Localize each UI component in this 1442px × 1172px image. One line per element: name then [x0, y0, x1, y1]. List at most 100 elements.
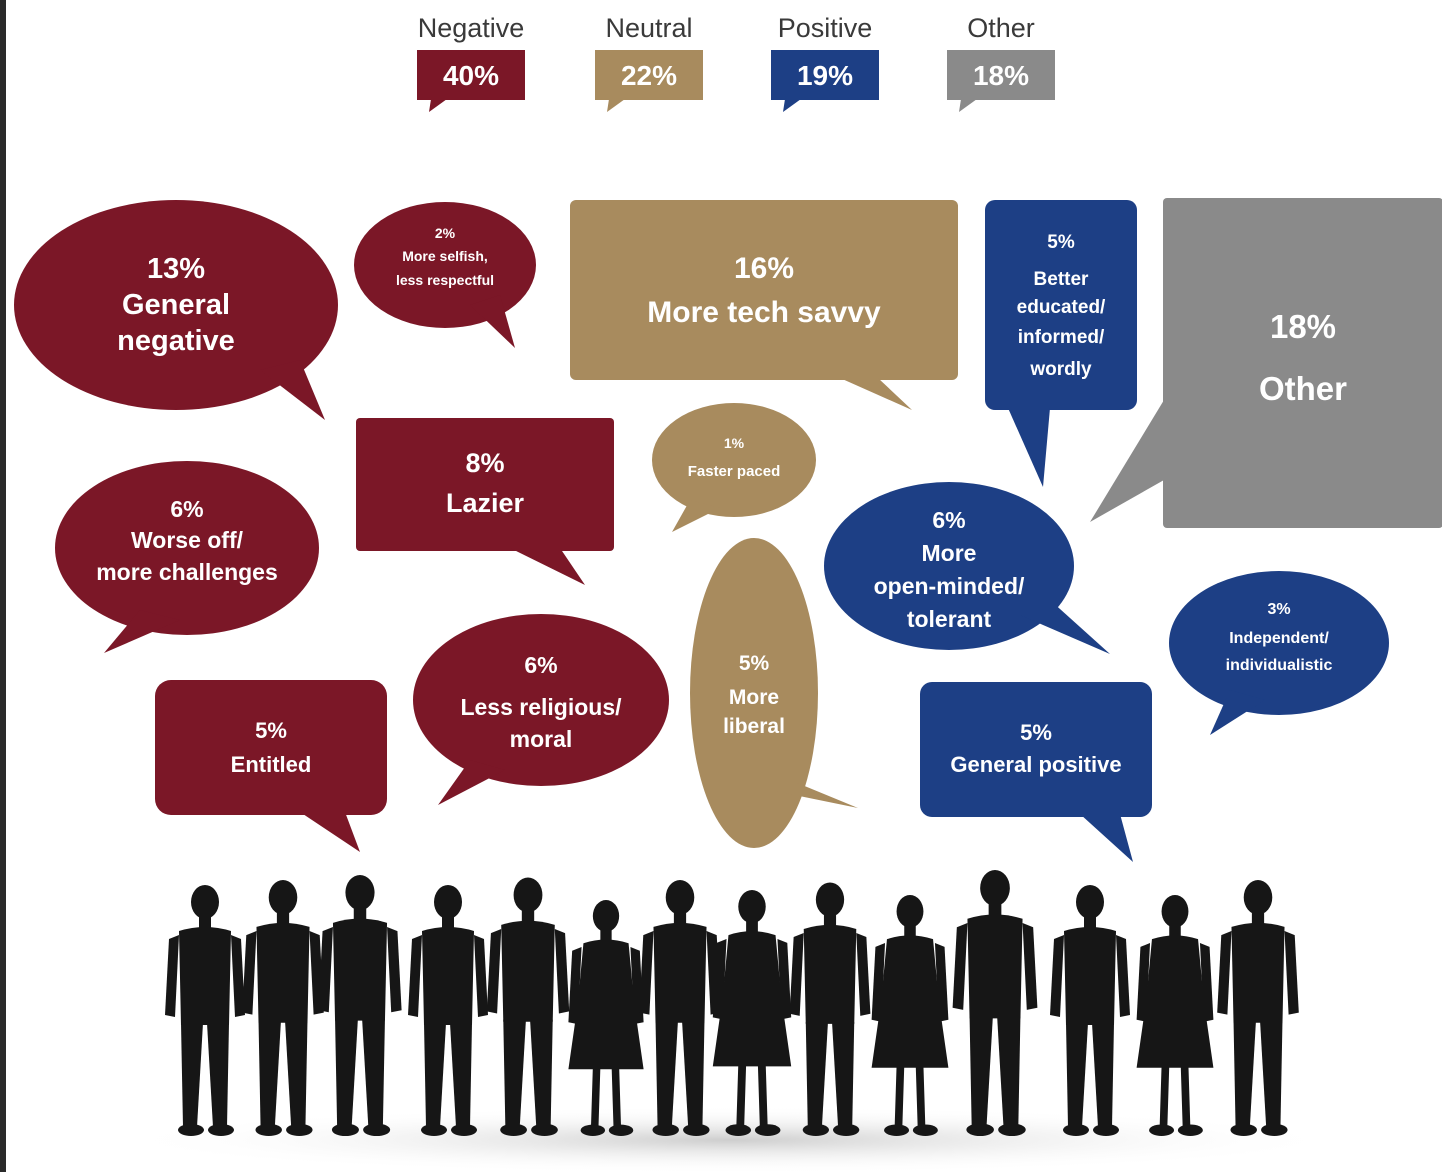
bubble-percent: 8%: [465, 448, 504, 478]
person-silhouette: [568, 900, 644, 1136]
bubble-label: General: [122, 289, 230, 321]
bubble-tail: [1210, 690, 1265, 735]
legend-item-negative: Negative 40%: [417, 13, 525, 112]
legend-label: Neutral: [605, 13, 692, 43]
person-silhouette: [165, 885, 245, 1136]
bubble-label: More: [922, 540, 977, 566]
legend-swatch-tail: [783, 99, 801, 112]
person-silhouette: [1217, 880, 1299, 1137]
bubble-other: 18% Other: [1090, 198, 1442, 528]
bubble-label: Worse off/: [131, 527, 244, 553]
bubble-better-educated: 5% Better educated/informed/wordly: [985, 200, 1137, 487]
bubble-percent: 3%: [1267, 601, 1290, 618]
bubble-label: liberal: [723, 715, 785, 738]
bubble-body: [14, 200, 338, 410]
bubble-tail: [510, 548, 585, 585]
bubble-independent: 3% Independent/individualistic: [1169, 571, 1389, 735]
bubble-less-religious: 6% Less religious/moral: [413, 614, 669, 805]
bubble-label: moral: [510, 726, 573, 752]
bubble-tail: [1020, 600, 1110, 654]
person-silhouette: [318, 875, 402, 1137]
bubble-body: [356, 418, 614, 551]
legend-item-neutral: Neutral 22%: [595, 13, 703, 112]
bubble-worse-off: 6% Worse off/more challenges: [55, 461, 319, 653]
left-border: [0, 0, 6, 1172]
bubble-tail: [438, 760, 505, 805]
person-silhouette: [1050, 885, 1130, 1136]
person-silhouette: [639, 880, 721, 1137]
bubble-label: More: [729, 686, 779, 709]
bubble-label: Independent/: [1229, 630, 1329, 647]
legend-label: Positive: [778, 13, 873, 43]
bubble-percent: 1%: [724, 435, 745, 451]
bubble-tail: [770, 780, 858, 808]
bubble-general-negative: 13% General negative: [14, 200, 338, 420]
bubble-tail: [260, 360, 325, 420]
legend-item-other: Other 18%: [947, 13, 1055, 112]
bubble-tail: [300, 812, 360, 852]
person-silhouette: [1136, 895, 1214, 1136]
bubble-label: tolerant: [907, 606, 992, 632]
bubble-label: Other: [1259, 370, 1347, 407]
bubble-label: educated/: [1017, 297, 1106, 318]
bubble-percent: 16%: [734, 252, 794, 285]
person-silhouette: [952, 870, 1038, 1137]
bubble-faster-paced: 1% Faster paced: [652, 403, 816, 532]
bubble-body: [55, 461, 319, 635]
bubble-lazier: 8% Lazier: [356, 418, 614, 585]
person-silhouette: [871, 895, 949, 1136]
bubble-body: [690, 538, 818, 848]
bubble-label: individualistic: [1226, 657, 1333, 674]
person-silhouette: [486, 877, 570, 1137]
bubble-more-liberal: 5% More liberal: [690, 538, 858, 848]
bubble-open-minded: 6% More open-minded/tolerant: [824, 482, 1110, 654]
bubble-tail: [672, 500, 720, 532]
bubble-label: Lazier: [446, 488, 525, 518]
bubble-percent: 6%: [524, 652, 557, 678]
bubble-body: [570, 200, 958, 380]
bubble-more-selfish: 2% More selfish, less respectful: [354, 202, 536, 348]
bubble-tail: [470, 295, 515, 348]
bubble-body: [1169, 571, 1389, 715]
legend-swatch: [417, 50, 525, 100]
bubble-label: Better: [1034, 269, 1090, 290]
bubble-label: Entitled: [231, 752, 312, 777]
bubble-label: More selfish,: [402, 248, 488, 264]
bubble-percent: 5%: [255, 718, 287, 743]
bubble-percent: 18%: [1270, 308, 1336, 345]
bubble-label: more challenges: [96, 559, 278, 585]
bubble-body: [413, 614, 669, 786]
bubble-tail: [840, 378, 912, 410]
bubble-body: [354, 202, 536, 328]
legend-swatch: [771, 50, 879, 100]
bubble-percent: 5%: [739, 652, 770, 675]
legend-label: Other: [967, 13, 1035, 43]
bubble-body: [155, 680, 387, 815]
bubble-tail: [104, 610, 180, 653]
bubble-general-positive: 5% General positive: [920, 682, 1152, 862]
bubble-percent: 6%: [170, 496, 203, 522]
legend-value: 18%: [973, 60, 1029, 91]
bubble-body: [1163, 198, 1442, 528]
legend-label: Negative: [418, 13, 525, 43]
person-silhouette: [712, 890, 792, 1136]
bubble-percent: 6%: [932, 507, 965, 533]
legend: Negative 40% Neutral 22% Positive 19% Other 18%: [417, 13, 1055, 112]
bubble-label: open-minded/: [874, 573, 1025, 599]
bubble-percent: 13%: [147, 253, 205, 285]
crowd-silhouettes: [110, 870, 1350, 1172]
bubble-body: [652, 403, 816, 517]
legend-value: 40%: [443, 60, 499, 91]
bubbles: 13% General negative 2% More selfish, less re…: [14, 198, 1442, 862]
person-silhouette: [789, 882, 871, 1137]
bubble-label: less respectful: [396, 272, 494, 288]
bubble-body: [824, 482, 1074, 650]
bubble-label: Faster paced: [688, 463, 781, 480]
bubble-label: Less religious/: [460, 694, 622, 720]
bubble-percent: 2%: [435, 225, 456, 241]
bubble-tail: [1008, 408, 1050, 487]
bubble-percent: 5%: [1047, 232, 1075, 253]
legend-value: 22%: [621, 60, 677, 91]
bubble-label: wordly: [1029, 359, 1092, 380]
